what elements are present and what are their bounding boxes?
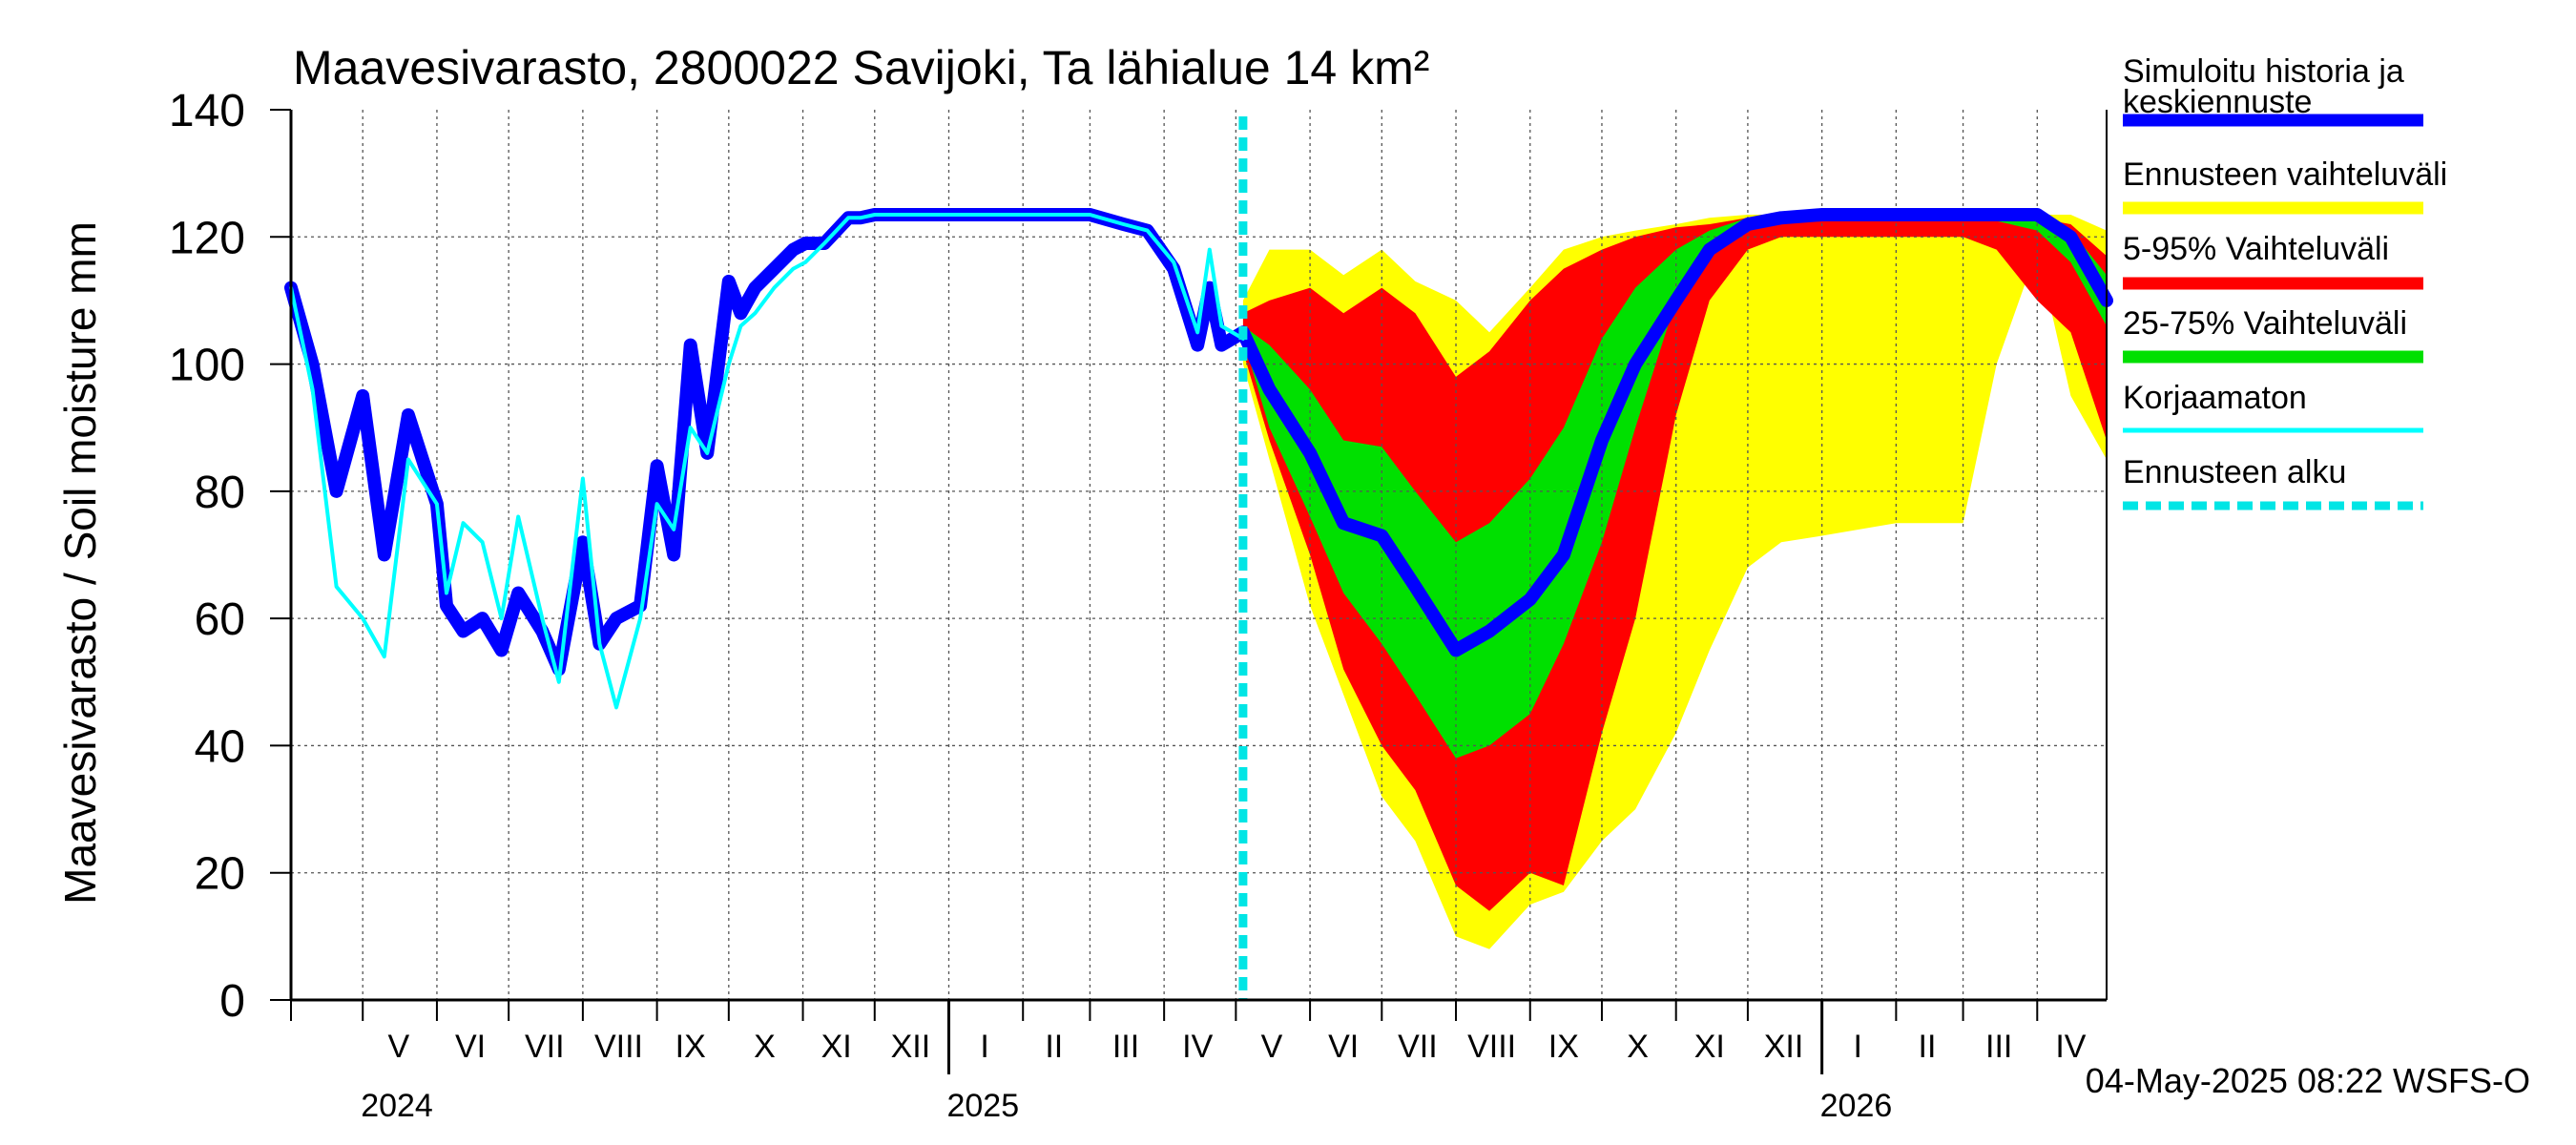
legend-label-4: Korjaamaton (2123, 380, 2307, 416)
month-label: X (1627, 1029, 1649, 1065)
month-label: II (1919, 1029, 1937, 1065)
month-label: III (1112, 1029, 1139, 1065)
legend-label-2: 5-95% Vaihteluväli (2123, 231, 2389, 267)
y-tick-label: 120 (169, 213, 245, 263)
month-label: IX (1548, 1029, 1579, 1065)
month-label: XI (821, 1029, 852, 1065)
month-label: III (1985, 1029, 2012, 1065)
year-label: 2026 (1820, 1088, 1893, 1124)
month-label: VII (1398, 1029, 1438, 1065)
month-label: I (1854, 1029, 1862, 1065)
bands-layer (1242, 215, 2107, 949)
series-layer (284, 116, 2113, 1000)
year-label: 2025 (946, 1088, 1019, 1124)
chart-title: Maavesivarasto, 2800022 Savijoki, Ta läh… (293, 41, 1429, 94)
month-label: V (1261, 1029, 1283, 1065)
month-label: IV (2055, 1029, 2086, 1065)
y-tick-label: 100 (169, 341, 245, 391)
y-tick-label: 20 (195, 849, 245, 900)
y-axis-label: Maavesivarasto / Soil moisture mm (55, 221, 105, 905)
month-label: XII (891, 1029, 931, 1065)
month-label: IV (1182, 1029, 1213, 1065)
month-label: VIII (1467, 1029, 1516, 1065)
month-label: VI (455, 1029, 486, 1065)
y-tick-label: 80 (195, 468, 245, 518)
y-tick-label: 40 (195, 721, 245, 772)
band-2 (1242, 215, 2107, 759)
month-label: II (1045, 1029, 1063, 1065)
legend-label-0: Simuloitu historia ja keskiennuste (2123, 53, 2404, 120)
legend-label-1: Ennusteen vaihteluväli (2123, 156, 2447, 193)
series-line-1 (289, 213, 1245, 710)
month-label: IX (675, 1029, 706, 1065)
legend: Simuloitu historia ja keskiennuste Ennuste… (2123, 53, 2447, 510)
month-label: XI (1694, 1029, 1725, 1065)
month-label: VIII (594, 1029, 643, 1065)
legend-label-5: Ennusteen alku (2123, 454, 2346, 490)
timestamp-label: 04-May-2025 08:22 WSFS-O (2086, 1061, 2530, 1100)
y-tick-label: 0 (219, 976, 245, 1027)
legend-label-part: Simuloitu historia ja (2123, 53, 2404, 90)
month-label: VII (525, 1029, 565, 1065)
legend-label-3: 25-75% Vaihteluväli (2123, 305, 2407, 342)
month-label: XII (1764, 1029, 1804, 1065)
y-tick-label: 140 (169, 86, 245, 136)
month-label: X (754, 1029, 776, 1065)
y-tick-label: 60 (195, 594, 245, 645)
month-label: I (980, 1029, 988, 1065)
month-label: V (387, 1029, 409, 1065)
year-label: 2024 (361, 1088, 433, 1124)
month-label: VI (1328, 1029, 1359, 1065)
